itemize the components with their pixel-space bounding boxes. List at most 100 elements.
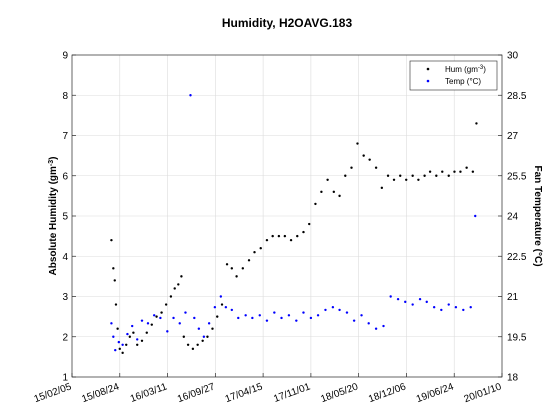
legend-label-hum: Hum (gm-3) xyxy=(445,65,486,74)
data-point xyxy=(182,335,185,338)
legend-label-temp: Temp (°C) xyxy=(445,77,481,86)
y-left-tick-label: 9 xyxy=(62,51,68,62)
data-point xyxy=(136,338,139,341)
data-point xyxy=(405,178,408,181)
y-axis-left-label: Absolute Humidity (gm-3) xyxy=(48,156,60,275)
data-point xyxy=(423,174,426,177)
data-point xyxy=(350,166,353,169)
y-right-tick-label: 22.5 xyxy=(507,252,527,263)
data-point xyxy=(411,174,414,177)
data-point xyxy=(241,267,245,270)
data-point xyxy=(140,339,144,342)
data-point xyxy=(114,348,117,352)
data-point xyxy=(180,275,183,278)
data-point xyxy=(465,166,468,169)
data-point xyxy=(125,343,128,346)
data-point xyxy=(145,331,148,334)
data-point xyxy=(459,170,462,173)
data-point xyxy=(259,247,262,250)
data-point xyxy=(213,306,217,309)
data-point xyxy=(374,327,378,330)
y-axis-right-label: Fan Temperature (°C) xyxy=(532,165,543,266)
x-tick-label: 18/05/20 xyxy=(319,381,360,405)
data-point xyxy=(193,316,196,320)
data-point xyxy=(160,311,163,314)
data-point xyxy=(417,178,420,181)
data-point xyxy=(172,316,175,320)
data-point xyxy=(166,330,169,333)
data-point xyxy=(140,319,144,322)
data-point xyxy=(418,297,422,301)
series-temp xyxy=(110,94,477,352)
data-point xyxy=(211,327,214,330)
data-point xyxy=(324,308,327,312)
data-point xyxy=(186,343,190,346)
x-tick-label: 19/06/24 xyxy=(415,381,456,405)
legend-label-hum-sup: -3 xyxy=(478,65,484,71)
y-right-tick-label: 19.5 xyxy=(507,332,527,343)
data-point xyxy=(302,230,305,234)
x-tick-label: 18/12/06 xyxy=(367,381,408,405)
y-left-tick-label: 7 xyxy=(62,131,68,142)
x-tick-label: 15/02/05 xyxy=(33,381,74,405)
y-axis-left-label-sup: -3 xyxy=(48,160,55,166)
data-point xyxy=(404,300,407,304)
data-point xyxy=(121,351,124,355)
data-point xyxy=(386,174,390,177)
y-left-tick-label: 2 xyxy=(62,332,68,343)
data-point xyxy=(202,335,206,338)
data-point xyxy=(110,238,113,242)
data-point xyxy=(114,303,118,306)
data-point xyxy=(271,234,274,238)
data-point xyxy=(235,275,238,278)
data-point xyxy=(150,323,153,326)
data-point xyxy=(112,267,115,270)
legend-marker-temp xyxy=(426,79,430,83)
data-point xyxy=(225,263,229,266)
data-point xyxy=(425,300,428,304)
data-point xyxy=(216,315,219,318)
data-point xyxy=(207,322,211,325)
data-point xyxy=(253,251,256,254)
data-point xyxy=(352,319,356,322)
data-point xyxy=(453,170,456,173)
data-point xyxy=(316,314,320,317)
data-point xyxy=(184,311,187,314)
data-point xyxy=(258,314,261,317)
data-point xyxy=(392,178,396,181)
data-point xyxy=(164,303,168,306)
data-point xyxy=(230,308,234,312)
data-point xyxy=(247,259,251,262)
data-point xyxy=(128,335,132,338)
data-point xyxy=(308,222,311,226)
data-point xyxy=(344,174,347,177)
data-point xyxy=(132,331,135,334)
data-point xyxy=(356,142,359,145)
data-point xyxy=(338,308,341,312)
y-left-tick-label: 6 xyxy=(62,171,68,182)
data-point xyxy=(152,314,156,317)
data-point xyxy=(136,343,139,346)
data-point xyxy=(273,311,276,314)
legend-box xyxy=(409,60,498,91)
data-point xyxy=(338,194,341,198)
data-point xyxy=(197,327,201,330)
data-point xyxy=(244,314,247,317)
data-point xyxy=(219,295,223,298)
legend: Hum (gm-3) Temp (°C) xyxy=(409,60,498,91)
data-point xyxy=(112,335,115,338)
data-point xyxy=(118,347,121,351)
y-left-tick-label: 5 xyxy=(62,212,68,223)
data-point xyxy=(289,238,293,242)
data-point xyxy=(411,303,414,306)
data-point xyxy=(331,306,335,309)
data-point xyxy=(454,306,458,309)
x-tick-label: 17/11/01 xyxy=(272,381,312,405)
chart-title: Humidity, H2OAVG.183 xyxy=(222,16,353,30)
data-point xyxy=(126,332,129,336)
data-point xyxy=(360,314,363,317)
data-point xyxy=(332,190,336,194)
points-layer xyxy=(110,94,478,355)
data-point xyxy=(447,174,450,177)
